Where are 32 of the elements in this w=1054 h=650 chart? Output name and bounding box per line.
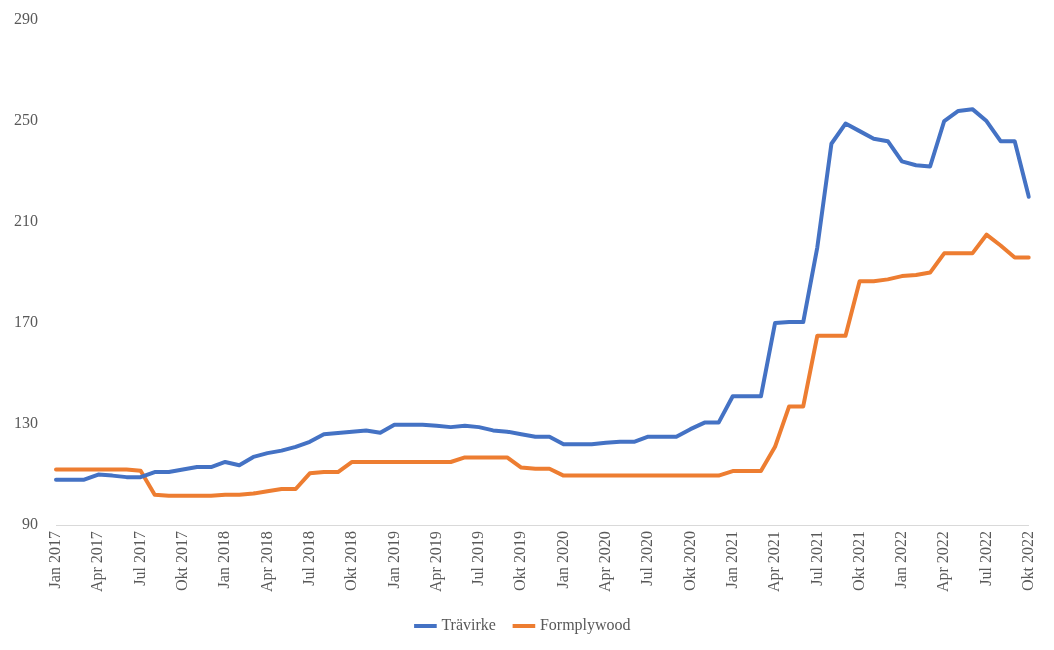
- x-tick-label: Jan 2021: [722, 531, 740, 589]
- x-tick-label: Okt 2020: [680, 531, 698, 592]
- x-tick-label: Jan 2020: [553, 531, 571, 589]
- x-tick-label: Apr 2019: [426, 531, 445, 593]
- x-tick-label: Apr 2018: [257, 531, 276, 593]
- x-tick-label: Okt 2022: [1019, 531, 1036, 592]
- legend-label: Formplywood: [539, 616, 631, 635]
- x-tick-label: Jan 2018: [215, 531, 233, 589]
- y-tick-label: 130: [14, 414, 38, 432]
- x-tick-label: Okt 2019: [511, 531, 529, 592]
- y-tick-label: 90: [22, 515, 38, 533]
- x-tick-label: Okt 2017: [173, 531, 191, 592]
- x-tick-label: Apr 2017: [88, 531, 107, 593]
- x-tick-label: Jul 2018: [299, 531, 317, 586]
- x-tick-label: Okt 2021: [849, 531, 867, 592]
- x-tick-label: Jan 2017: [46, 531, 64, 589]
- x-tick-label: Jul 2022: [976, 531, 994, 586]
- x-tick-label: Jan 2019: [384, 531, 402, 589]
- x-tick-label: Apr 2020: [596, 531, 615, 593]
- y-tick-label: 170: [14, 313, 38, 331]
- legend-label: Trävirke: [441, 616, 496, 634]
- x-tick-label: Apr 2021: [765, 531, 784, 593]
- y-tick-label: 250: [14, 111, 38, 129]
- x-tick-label: Jul 2021: [807, 531, 825, 586]
- x-tick-label: Jul 2019: [469, 531, 487, 586]
- x-tick-label: Jan 2022: [892, 531, 910, 589]
- y-tick-label: 290: [14, 10, 38, 28]
- y-tick-label: 210: [14, 212, 38, 230]
- x-tick-label: Jul 2020: [638, 531, 656, 586]
- x-tick-label: Okt 2018: [342, 531, 360, 592]
- x-tick-label: Apr 2022: [934, 531, 953, 593]
- x-tick-label: Jul 2017: [130, 531, 148, 586]
